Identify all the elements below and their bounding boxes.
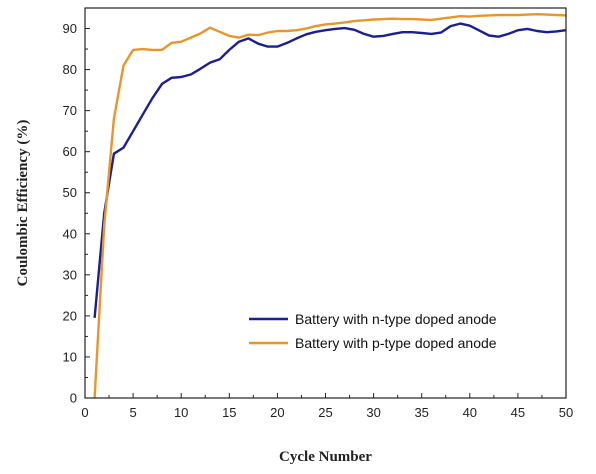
x-tick-label: 35	[414, 405, 428, 420]
y-tick-label: 60	[63, 144, 77, 159]
y-tick-label: 80	[63, 62, 77, 77]
x-tick-label: 20	[270, 405, 284, 420]
series-line-1	[93, 22, 567, 319]
plot-lines	[93, 13, 567, 399]
y-tick-label: 0	[70, 391, 77, 406]
legend-label: Battery with p-type doped anode	[295, 335, 497, 351]
y-axis-title: Coulombic Efficiency (%)	[15, 120, 31, 287]
x-axis-title: Cycle Number	[279, 449, 372, 465]
y-tick-label: 40	[63, 226, 77, 241]
x-tick-label: 5	[129, 405, 136, 420]
x-axis: 0 5 10 15 20 25 30 35 40 45 50	[81, 393, 573, 420]
x-tick-label: 40	[463, 405, 477, 420]
y-tick-label: 20	[63, 308, 77, 323]
x-tick-label: 0	[81, 405, 88, 420]
x-tick-label: 25	[318, 405, 332, 420]
x-tick-label: 45	[511, 405, 525, 420]
series-line-2	[93, 13, 567, 399]
x-tick-label: 30	[366, 405, 380, 420]
y-tick-label: 10	[63, 349, 77, 364]
x-tick-label: 10	[174, 405, 188, 420]
legend-label: Battery with n-type doped anode	[295, 311, 497, 327]
x-tick-label: 50	[559, 405, 573, 420]
y-tick-label: 30	[63, 267, 77, 282]
y-tick-label: 50	[63, 185, 77, 200]
y-tick-label: 70	[63, 103, 77, 118]
legend: Battery with n-type doped anode Battery w…	[249, 311, 497, 351]
y-axis: 0 10 20 30 40 50 60 70 80 90	[63, 21, 90, 406]
x-tick-label: 15	[222, 405, 236, 420]
y-tick-label: 90	[63, 21, 77, 36]
